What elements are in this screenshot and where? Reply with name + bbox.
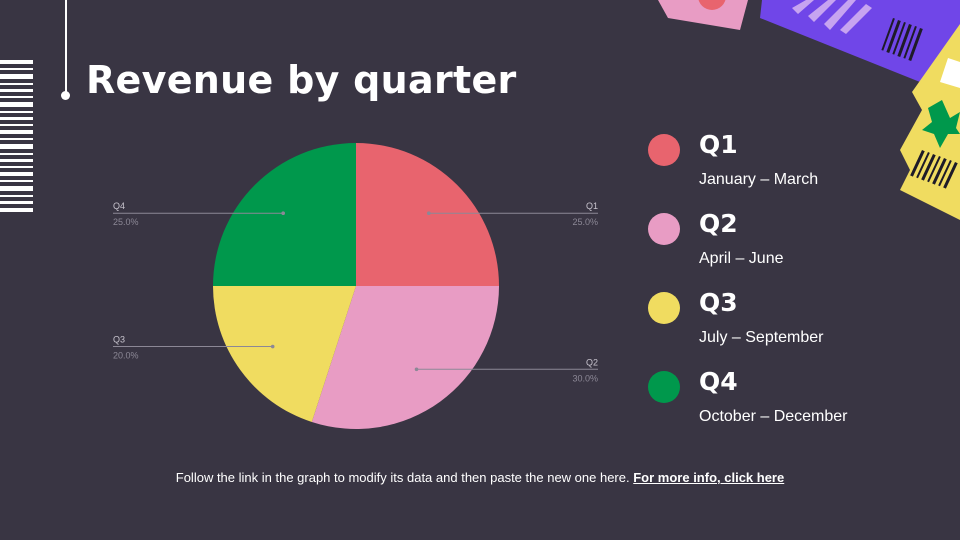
category-label: Q2 xyxy=(586,357,598,367)
page-title: Revenue by quarter xyxy=(86,58,517,102)
pie-label-q2: Q2 30.0% xyxy=(414,357,598,383)
pie-label-q4: Q4 25.0% xyxy=(113,201,285,227)
yellow-ticket-icon xyxy=(900,24,960,220)
purple-ticket-icon xyxy=(760,0,960,82)
more-info-link[interactable]: For more info, click here xyxy=(633,470,785,485)
legend-range-q4: October – December xyxy=(699,408,848,425)
category-label: Q4 xyxy=(113,201,125,211)
decorative-vertical-line xyxy=(65,0,67,95)
value-label: 20.0% xyxy=(113,351,139,361)
footer-text: Follow the link in the graph to modify i… xyxy=(175,470,630,485)
legend-swatch-q2 xyxy=(648,213,680,245)
pie-label-q1: Q1 25.0% xyxy=(427,201,598,227)
barcode-decoration xyxy=(0,60,33,212)
legend-range-q2: April – June xyxy=(699,250,784,267)
legend-swatch-q4 xyxy=(648,371,680,403)
pink-ticket-icon xyxy=(658,0,748,30)
legend-swatch-q3 xyxy=(648,292,680,324)
decorative-dot xyxy=(61,91,70,100)
legend-item-q1: Q1 January – March xyxy=(648,130,908,204)
legend-label-q2: Q2 xyxy=(699,209,738,238)
pie-label-q3: Q3 20.0% xyxy=(113,335,275,361)
pie-slice-q2[interactable] xyxy=(311,286,499,429)
legend-label-q3: Q3 xyxy=(699,288,738,317)
pie-slice-q3[interactable] xyxy=(213,286,356,423)
legend-range-q1: January – March xyxy=(699,171,819,188)
legend-swatch-q1 xyxy=(648,134,680,166)
value-label: 25.0% xyxy=(113,217,139,227)
value-label: 25.0% xyxy=(572,217,598,227)
legend-item-q4: Q4 October – December xyxy=(648,367,908,441)
value-label: 30.0% xyxy=(572,373,598,383)
pie-slice-q1[interactable] xyxy=(356,143,499,286)
legend-label-q4: Q4 xyxy=(699,367,738,396)
legend-label-q1: Q1 xyxy=(699,130,738,159)
legend-item-q2: Q2 April – June xyxy=(648,209,908,283)
footer-note: Follow the link in the graph to modify i… xyxy=(0,470,960,485)
legend-item-q3: Q3 July – September xyxy=(648,288,908,362)
pie-slice-q4[interactable] xyxy=(213,143,356,286)
category-label: Q3 xyxy=(113,335,125,345)
category-label: Q1 xyxy=(586,201,598,211)
legend-range-q3: July – September xyxy=(699,329,824,346)
